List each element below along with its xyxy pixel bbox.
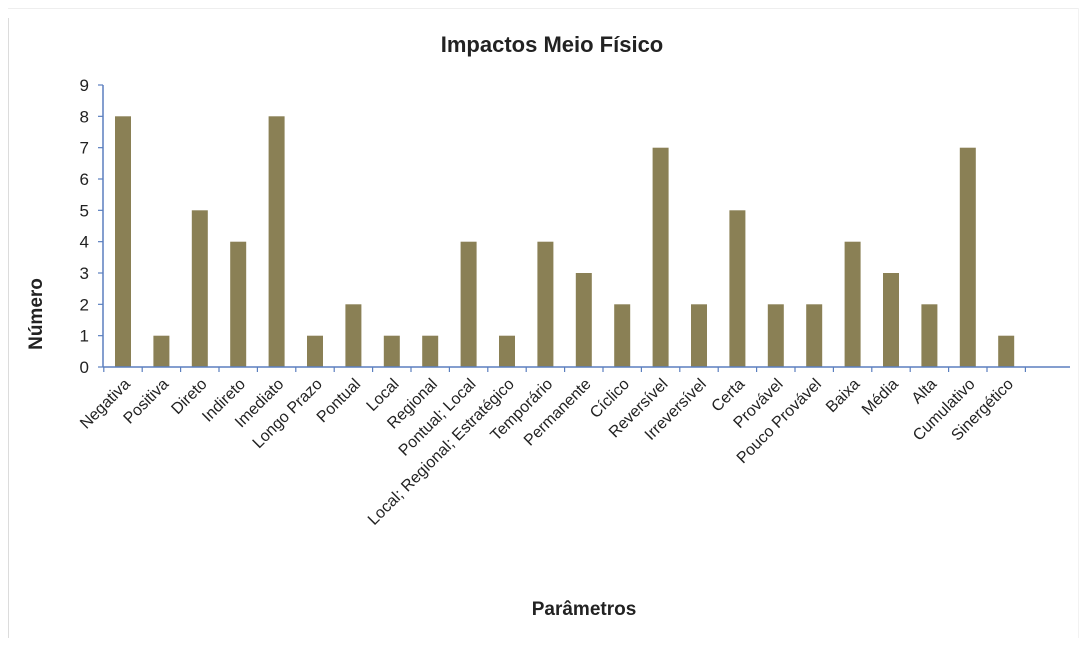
bar-local [383, 335, 400, 367]
bar-negativa [115, 116, 131, 367]
bar-certa [729, 210, 746, 367]
bar-local-regional-estratégico [499, 335, 515, 367]
bar-reversível [652, 147, 669, 367]
y-tick-label: 9 [80, 76, 89, 95]
bar-imediato [268, 116, 285, 367]
x-axis: NegativaPositivaDiretoIndiretoImediatoLo… [77, 366, 1070, 529]
x-tick-label: Alta [909, 376, 941, 408]
bar-temporário [537, 241, 554, 367]
y-tick-label: 6 [80, 170, 89, 189]
y-tick-label: 0 [80, 358, 89, 377]
chart-frame-right [1078, 8, 1079, 638]
chart-frame-left [8, 18, 9, 638]
bar-direto [191, 210, 208, 367]
bar-média [883, 273, 899, 367]
y-tick-label: 7 [80, 139, 89, 158]
bar-baixa [844, 241, 861, 367]
bar-pontual-local [460, 241, 477, 367]
bar-irreversível [691, 304, 707, 367]
x-tick-label: Negativa [77, 376, 134, 433]
x-tick-label: Média [859, 376, 902, 419]
bar-longo-prazo [307, 335, 323, 367]
y-axis-title: Número [26, 278, 47, 350]
bar-cumulativo [959, 147, 976, 367]
bar-positiva [153, 335, 170, 367]
bar-provável [767, 304, 784, 367]
bar-alta [921, 304, 938, 367]
chart-frame-top [8, 8, 1078, 9]
x-axis-title: Parâmetros [532, 599, 637, 620]
y-axis: 0 1 2 3 4 5 6 7 8 9 [80, 76, 104, 377]
bar-permanente [575, 273, 592, 367]
bar-pontual [345, 304, 362, 367]
y-tick-label: 4 [80, 233, 89, 252]
bar-regional [422, 335, 439, 367]
bar-cíclico [614, 304, 631, 367]
x-tick-label: Baixa [823, 376, 863, 416]
y-tick-label: 2 [80, 295, 89, 314]
bar-pouco-provável [806, 304, 823, 367]
y-tick-label: 3 [80, 264, 89, 283]
y-tick-label: 5 [80, 201, 89, 220]
bar-sinergético [998, 335, 1015, 367]
x-tick-label: Pontual [314, 376, 364, 426]
bar-indireto [230, 241, 247, 367]
y-tick-label: 8 [80, 107, 89, 126]
chart-title: Impactos Meio Físico [441, 32, 664, 57]
y-tick-label: 1 [80, 327, 89, 346]
bars-group [115, 116, 1015, 367]
